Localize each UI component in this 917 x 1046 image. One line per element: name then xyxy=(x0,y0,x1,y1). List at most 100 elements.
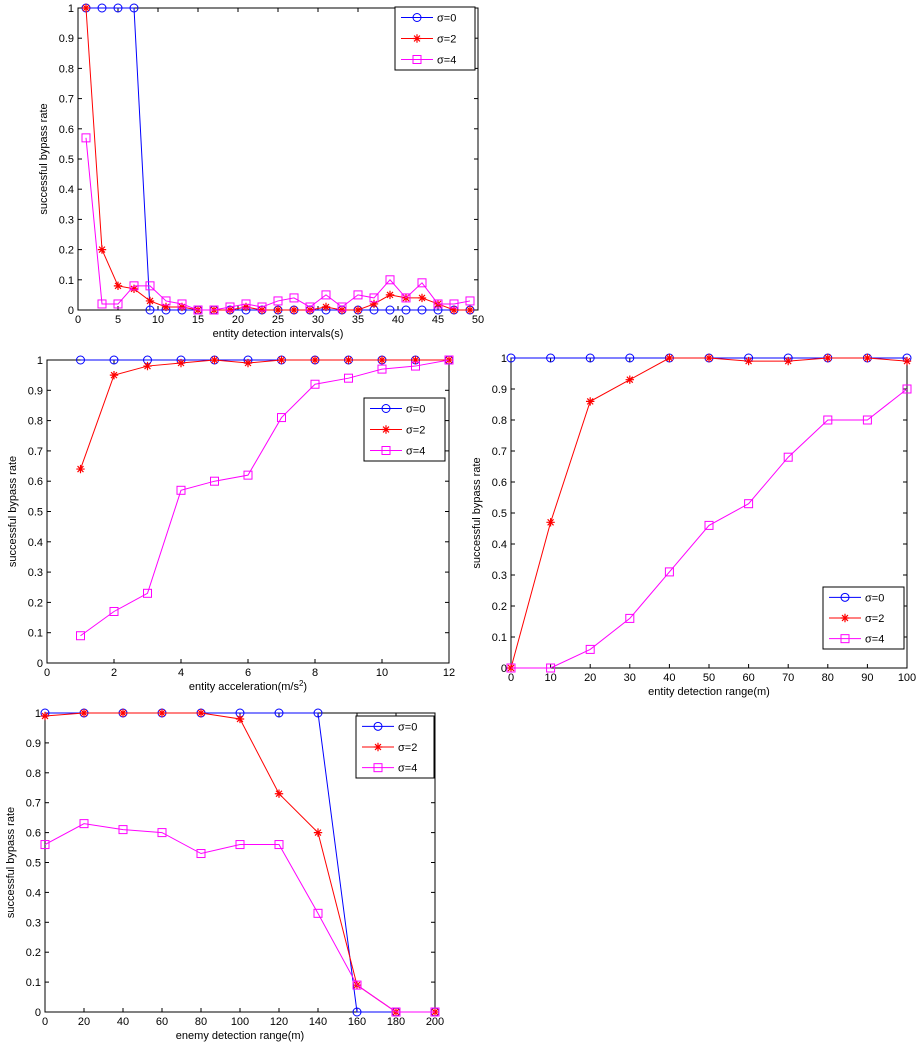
data-point xyxy=(385,275,395,285)
data-point xyxy=(313,708,323,718)
data-point xyxy=(109,370,119,380)
series-2 xyxy=(76,355,454,474)
data-point xyxy=(344,373,353,383)
legend-label: σ=2 xyxy=(406,425,425,437)
data-point xyxy=(863,353,872,363)
data-point xyxy=(277,355,286,365)
data-point xyxy=(243,470,253,480)
x-tick-label: 12 xyxy=(443,667,455,679)
y-tick-label: 0.2 xyxy=(492,601,507,613)
y-tick-label: 0.2 xyxy=(28,597,43,609)
data-point xyxy=(902,356,912,366)
y-tick-label: 0.7 xyxy=(26,798,41,810)
data-point xyxy=(744,356,753,366)
data-point xyxy=(337,305,347,315)
series-3 xyxy=(40,819,440,1017)
data-point xyxy=(274,789,284,798)
data-point xyxy=(225,305,235,315)
y-axis-label: successful bypass rate xyxy=(38,103,50,214)
x-tick-label: 40 xyxy=(117,1016,129,1028)
y-axis-label: successful bypass rate xyxy=(471,457,483,568)
data-point xyxy=(196,708,206,718)
data-point xyxy=(625,375,634,384)
y-tick-label: 0 xyxy=(35,1007,41,1019)
series-line xyxy=(511,388,908,669)
data-point xyxy=(625,353,635,363)
x-tick-label: 5 xyxy=(115,314,121,326)
y-tick-label: 0.6 xyxy=(492,477,507,489)
x-tick-label: 35 xyxy=(352,314,364,326)
legend-marker xyxy=(840,592,850,602)
y-tick-label: 1 xyxy=(35,708,41,720)
y-tick-label: 1 xyxy=(68,3,74,15)
y-tick-label: 0.5 xyxy=(492,508,507,520)
data-point xyxy=(109,606,119,616)
data-point xyxy=(257,302,267,312)
data-point xyxy=(273,296,283,306)
data-point xyxy=(177,299,187,309)
data-point xyxy=(401,293,411,303)
data-point xyxy=(352,980,362,990)
data-point xyxy=(430,1007,440,1017)
data-point xyxy=(196,849,206,859)
x-tick-label: 30 xyxy=(312,314,324,326)
data-point xyxy=(465,305,475,315)
data-point xyxy=(97,3,107,13)
x-tick-label: 180 xyxy=(387,1016,405,1028)
data-point xyxy=(823,415,833,425)
data-point xyxy=(40,840,50,850)
y-tick-label: 0.9 xyxy=(59,33,74,45)
y-tick-label: 0.1 xyxy=(26,977,41,989)
data-point xyxy=(157,708,167,718)
y-tick-label: 0 xyxy=(37,658,43,670)
data-point xyxy=(241,302,251,312)
legend-marker xyxy=(412,13,422,22)
chart-2: 0 2 4 6 8 10 12 0 0.1 0.2 0.3 0.4 0.5 0.6 0.7 0.8 0.9 1 en… xyxy=(7,355,455,693)
data-point xyxy=(76,464,85,474)
data-point xyxy=(81,133,91,143)
y-tick-label: 0.2 xyxy=(59,245,74,257)
x-tick-label: 20 xyxy=(232,314,244,326)
data-point xyxy=(40,711,50,721)
x-tick-label: 50 xyxy=(472,314,484,326)
data-point xyxy=(310,379,320,389)
y-tick-label: 0 xyxy=(501,663,507,675)
data-point xyxy=(665,353,674,363)
data-point xyxy=(129,3,139,13)
x-tick-label: 4 xyxy=(178,667,184,679)
y-tick-label: 0.1 xyxy=(492,632,507,644)
data-point xyxy=(784,356,793,366)
series-line xyxy=(80,359,450,637)
data-point xyxy=(235,840,245,850)
data-point xyxy=(209,305,219,315)
data-point xyxy=(546,353,556,363)
x-tick-label: 0 xyxy=(508,672,514,684)
y-tick-label: 0.7 xyxy=(28,446,43,458)
y-axis-label: successful bypass rate xyxy=(7,456,19,567)
data-point xyxy=(506,353,516,363)
data-point xyxy=(411,361,420,371)
data-point xyxy=(586,397,595,406)
series-2 xyxy=(506,353,912,673)
chart-3: 0 10 20 30 40 50 60 70 80 90 100 0 0.1 0.2 0.3 0.4 0.5 0.… xyxy=(471,353,916,698)
data-point xyxy=(337,302,347,312)
legend: σ=0 σ=2 σ=4 xyxy=(822,586,905,650)
legend-label: σ=0 xyxy=(406,404,425,416)
data-point xyxy=(344,355,353,365)
x-tick-label: 160 xyxy=(348,1016,366,1028)
data-point xyxy=(585,353,595,363)
x-axis-label: enemy detection range(m) xyxy=(176,1030,304,1042)
series-line xyxy=(85,137,471,311)
legend-marker xyxy=(373,742,383,752)
data-point xyxy=(113,281,123,291)
y-tick-label: 0.4 xyxy=(28,537,43,549)
data-point xyxy=(546,663,556,673)
data-point xyxy=(210,476,219,486)
y-tick-label: 0.9 xyxy=(492,384,507,396)
legend-label: σ=4 xyxy=(406,446,425,458)
data-point xyxy=(465,296,475,306)
data-point xyxy=(385,305,395,315)
x-tick-label: 15 xyxy=(192,314,204,326)
data-point xyxy=(321,302,331,312)
